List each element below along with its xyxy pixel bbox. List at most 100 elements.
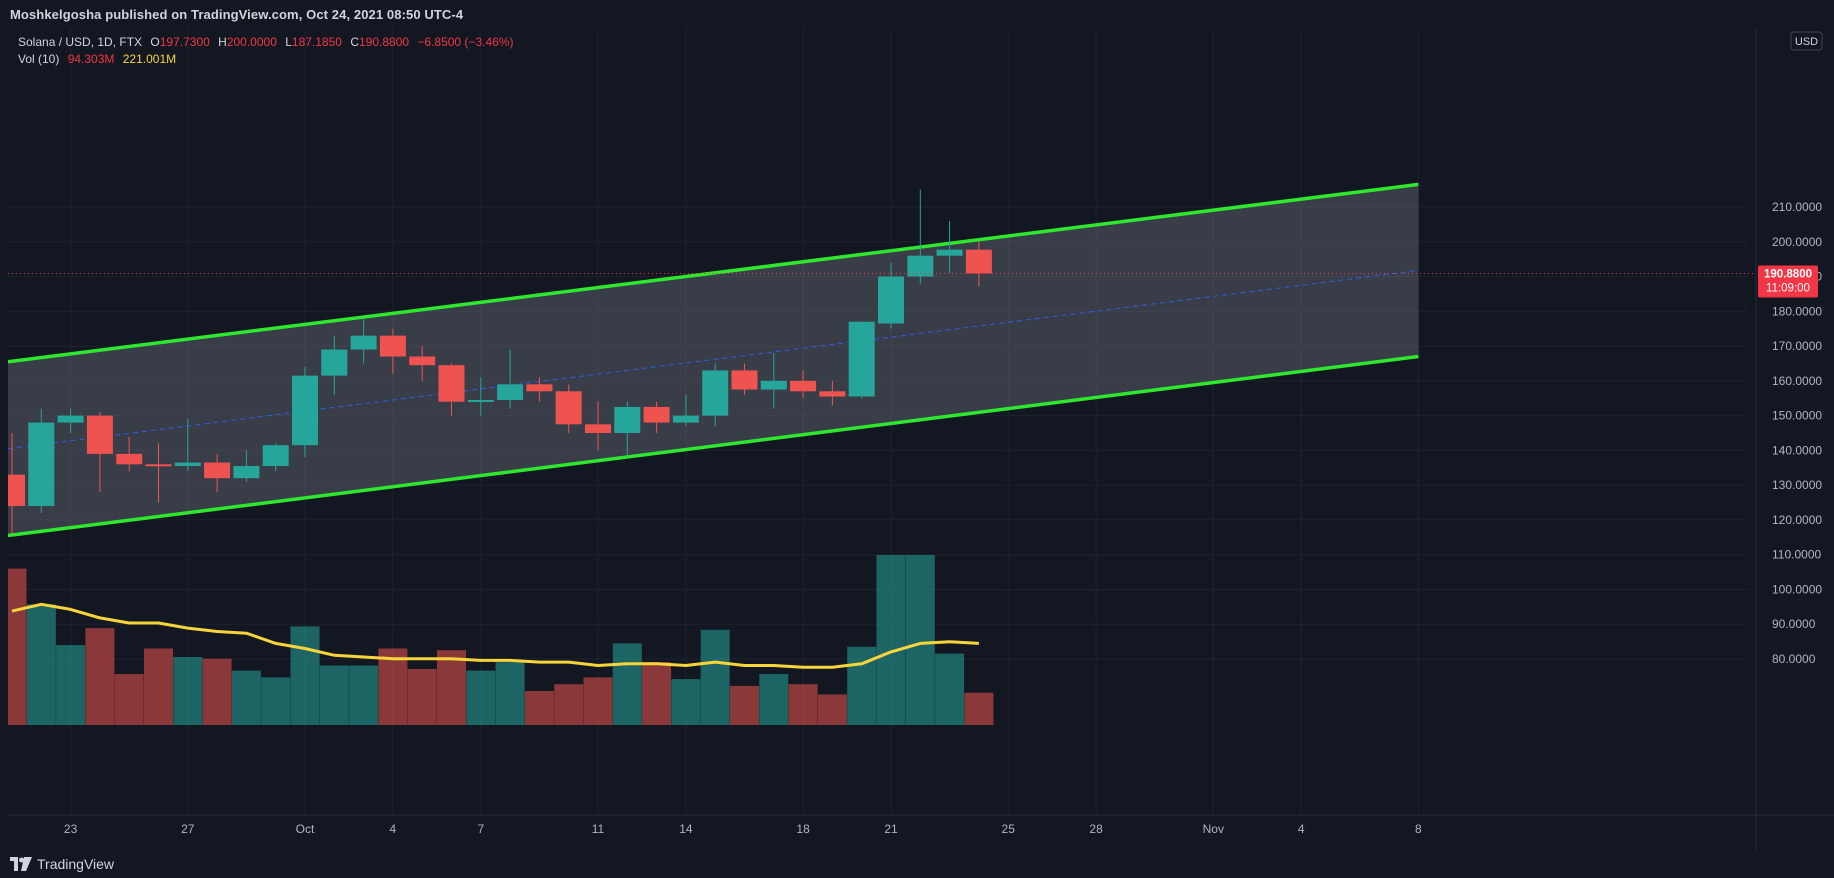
candle-body[interactable]: [848, 321, 875, 397]
candle-body[interactable]: [965, 249, 992, 274]
candle-body[interactable]: [86, 415, 113, 454]
change-value: −6.8500 (−3.46%): [417, 35, 514, 49]
candle-body[interactable]: [878, 276, 904, 324]
candle-body[interactable]: [555, 391, 582, 425]
axes[interactable]: USD 80.0000 90.0000 100.0000 110.0000 120.00…: [8, 28, 1834, 850]
volume-bar: [642, 662, 672, 725]
x-tick-label: 18: [796, 822, 810, 836]
y-tick-label: 120.0000: [1772, 513, 1822, 527]
y-tick-label: 150.0000: [1772, 409, 1822, 423]
volume-bar: [437, 650, 466, 725]
x-tick-label: 23: [64, 822, 78, 836]
candle-body[interactable]: [438, 365, 465, 402]
volume-ma-value: 221.001M: [122, 52, 177, 66]
volume-bar: [466, 670, 496, 725]
candle-body[interactable]: [379, 335, 406, 357]
candle-body[interactable]: [204, 462, 231, 479]
x-tick-label: 14: [679, 822, 693, 836]
currency-badge[interactable]: [1790, 31, 1823, 51]
volume-bar: [905, 555, 935, 725]
chart-container[interactable]: USD 80.0000 90.0000 100.0000 110.0000 120.00…: [0, 28, 1834, 850]
volume-bar: [114, 674, 144, 725]
candle-body[interactable]: [116, 453, 143, 465]
volume-bar: [759, 674, 789, 725]
volume-bar: [788, 684, 818, 725]
volume-ma-line: [11, 602, 979, 669]
x-tick-label: Nov: [1203, 822, 1224, 836]
channel-mid-line[interactable]: [7, 269, 1419, 450]
volume-bar: [378, 648, 408, 725]
x-tick-label: 4: [1298, 822, 1305, 836]
candle-body[interactable]: [760, 380, 787, 390]
x-tick-label: 4: [390, 822, 397, 836]
candle-body[interactable]: [526, 384, 553, 392]
volume-bar: [876, 555, 906, 725]
channel-lines[interactable]: [7, 182, 1419, 538]
channel-upper-line[interactable]: [7, 182, 1419, 364]
close-label: C: [350, 35, 359, 49]
last-price-tag: 190.8800 11:09:00: [1758, 265, 1818, 298]
volume-bar: [319, 665, 349, 725]
x-tick-label: 8: [1415, 822, 1422, 836]
volume-bar: [671, 679, 701, 725]
volume-ma: [11, 602, 979, 669]
close-value: 190.8800: [358, 35, 410, 49]
candle-body[interactable]: [585, 424, 611, 433]
volume-label[interactable]: Vol (10): [18, 52, 60, 66]
candle-body[interactable]: [57, 415, 84, 423]
volume-bar: [612, 643, 642, 725]
candle-body[interactable]: [790, 380, 817, 392]
candle-body[interactable]: [497, 384, 524, 400]
candle-body[interactable]: [467, 399, 494, 402]
y-tick-label: 130.0000: [1772, 478, 1822, 492]
candle-body[interactable]: [292, 375, 318, 446]
low-label: L: [285, 35, 292, 49]
candle-body[interactable]: [672, 415, 699, 423]
candle-body[interactable]: [731, 370, 758, 390]
volume-bar: [290, 626, 320, 725]
channel-lower-line[interactable]: [7, 354, 1419, 538]
candle-body[interactable]: [614, 406, 641, 433]
symbol-title[interactable]: Solana / USD, 1D, FTX: [18, 35, 143, 49]
high-label: H: [218, 35, 227, 49]
last-price-value: 190.8800: [1764, 268, 1812, 280]
candle-body[interactable]: [262, 445, 289, 467]
candle-body[interactable]: [321, 349, 348, 376]
tradingview-logo-icon: [10, 857, 32, 871]
candle-body[interactable]: [0, 474, 25, 507]
volume-bar: [817, 694, 847, 725]
volume-bar: [173, 657, 203, 725]
candle-body[interactable]: [819, 391, 846, 397]
candle-body[interactable]: [907, 255, 934, 277]
candle-body[interactable]: [643, 406, 670, 423]
volume-bar: [964, 692, 994, 725]
volume-bar: [730, 685, 759, 725]
candle-body[interactable]: [174, 462, 201, 467]
open-value: 197.7300: [159, 35, 210, 49]
volume-bar: [261, 677, 291, 725]
candle-body[interactable]: [936, 249, 963, 256]
volume-bar: [144, 648, 173, 725]
volume-bar: [231, 670, 261, 725]
candle-body[interactable]: [28, 422, 55, 507]
volume-bar: [56, 645, 86, 725]
volume-bar: [202, 658, 232, 725]
legend-ohlc-row: Solana / USD, 1D, FTX O197.7300 H200.000…: [18, 34, 513, 51]
candle-body[interactable]: [145, 464, 172, 467]
volume-bar: [495, 662, 525, 725]
candle-body[interactable]: [233, 466, 260, 479]
publisher-info: Moshkelgosha published on TradingView.co…: [10, 7, 464, 22]
tradingview-brand[interactable]: TradingView: [10, 856, 114, 872]
price-chart[interactable]: USD 80.0000 90.0000 100.0000 110.0000 120.00…: [0, 28, 1834, 850]
y-tick-label: 210.0000: [1772, 200, 1822, 214]
volume-value: 94.303M: [67, 52, 115, 66]
x-tick-label: 21: [884, 822, 898, 836]
open-label: O: [150, 35, 160, 49]
brand-name: TradingView: [37, 856, 115, 872]
candle-body[interactable]: [350, 335, 377, 350]
y-tick-label: 110.0000: [1772, 548, 1821, 562]
candle-body[interactable]: [409, 356, 436, 366]
volume-bar: [524, 691, 554, 725]
chart-legend: Solana / USD, 1D, FTX O197.7300 H200.000…: [18, 34, 513, 68]
candle-body[interactable]: [702, 370, 729, 416]
